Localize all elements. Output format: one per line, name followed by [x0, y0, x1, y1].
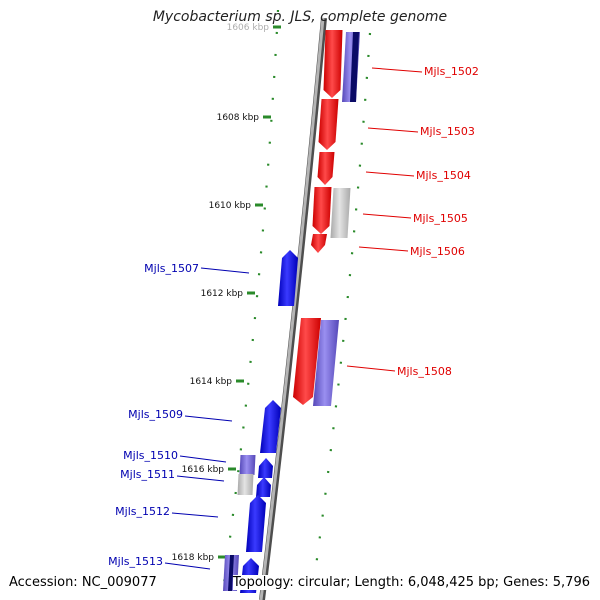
gene-label: Mjls_1503 [420, 125, 475, 138]
gene-label: Mjls_1509 [128, 408, 183, 421]
accession-text: Accession: NC_009077 [9, 575, 157, 590]
kbp-tick-label: 1612 kbp [201, 289, 244, 299]
gene-leader-line [171, 512, 219, 518]
gene-feature-1505-grey [330, 188, 351, 238]
gene-leader-line [176, 475, 225, 482]
gene-arrow-mjls-1508 [293, 318, 321, 405]
tick-ring-inner [220, 9, 280, 599]
kbp-tick-label: 1616 kbp [182, 465, 225, 475]
gene-feature-1511-grey [237, 474, 254, 495]
gene-leader-line [184, 415, 233, 422]
gene-leader-line [362, 213, 412, 219]
gene-leader-line [346, 365, 396, 372]
gene-arrow-mjls-1507 [278, 250, 298, 306]
gene-leader-line [365, 171, 415, 177]
gene-label: Mjls_1510 [123, 449, 178, 462]
gene-arrow-mjls-1511 [256, 477, 271, 497]
gene-arrow-mjls-1512 [246, 495, 266, 552]
kbp-tick-label: 1610 kbp [209, 201, 252, 211]
gene-label: Mjls_1513 [108, 555, 163, 568]
gene-arrow-mjls-1502 [323, 30, 343, 98]
gene-label: Mjls_1504 [416, 169, 471, 182]
gene-label: Mjls_1502 [424, 65, 479, 78]
map-title: Mycobacterium sp. JLS, complete genome [152, 9, 448, 25]
gene-arrow-mjls-1503 [318, 99, 339, 150]
tick-ring-group [220, 9, 372, 599]
gene-leader-line [179, 455, 227, 463]
backbone [259, 17, 325, 600]
gene-label: Mjls_1511 [120, 468, 175, 481]
gene-arrow-mjls-1506 [311, 234, 327, 253]
gene-arrow-mjls-1504 [317, 152, 335, 185]
gene-leader-line [164, 562, 211, 570]
gene-label: Mjls_1512 [115, 505, 170, 518]
gene-feature-1502-dark [350, 32, 359, 102]
genome-stats-text: Topology: circular; Length: 6,048,425 bp… [232, 575, 590, 590]
kbp-tick-label: 1606 kbp [227, 23, 270, 33]
gene-feature-1508-purple [313, 320, 339, 406]
gene-arrow-mjls-1505 [312, 187, 332, 234]
gene-feature-1513-dark [228, 555, 234, 591]
gene-label: Mjls_1507 [144, 262, 199, 275]
kbp-tick-label: 1608 kbp [217, 113, 260, 123]
kbp-tick-label: 1618 kbp [172, 553, 215, 563]
gene-leader-line [358, 246, 409, 252]
gene-arrow-mjls-1509 [260, 400, 281, 453]
gene-label: Mjls_1506 [410, 245, 465, 258]
gene-label: Mjls_1505 [413, 212, 468, 225]
gene-leader-line [371, 67, 423, 73]
gene-feature-1510-purple [239, 455, 256, 475]
gene-arrow-mjls-1510 [258, 458, 273, 478]
gene-leader-line [367, 127, 419, 133]
kbp-tick-label: 1614 kbp [190, 377, 233, 387]
gene-leader-line [200, 267, 250, 274]
gene-label: Mjls_1508 [397, 365, 452, 378]
